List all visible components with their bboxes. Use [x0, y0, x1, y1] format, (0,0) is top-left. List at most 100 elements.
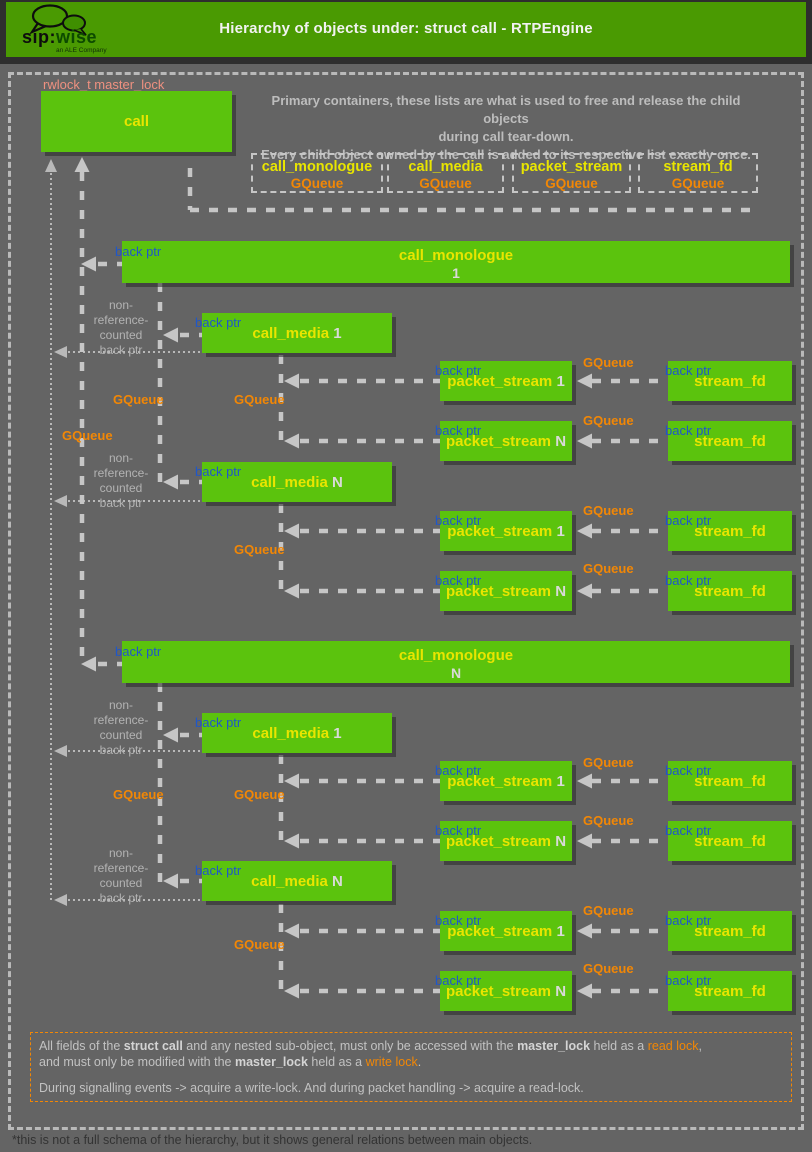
back-ptr-label: back ptr [665, 763, 712, 778]
gqueue-label: GQueue [583, 355, 634, 370]
back-ptr-label: back ptr [195, 464, 242, 479]
node-index: 1 [556, 372, 565, 390]
gqueue-label: GQueue [583, 755, 634, 770]
note-bold: master_lock [517, 1039, 591, 1053]
non-ref-counted-note: non- reference- counted back ptr [93, 298, 149, 357]
node-title: packet_stream [447, 522, 553, 540]
node-stream-fd: stream_fd [668, 911, 792, 951]
node-index: N [332, 473, 343, 491]
locking-note: All fields of the struct call and any ne… [30, 1032, 792, 1102]
node-packet-stream-n: packet_stream N [440, 971, 572, 1011]
back-ptr-label: back ptr [665, 823, 712, 838]
back-ptr-label: back ptr [195, 315, 242, 330]
node-index: N [555, 582, 567, 600]
intro-line-3: Every child object owned by the call is … [261, 147, 751, 162]
diagram-frame [8, 72, 804, 1130]
node-index: N [450, 665, 462, 681]
gqueue-label: GQueue [583, 413, 634, 428]
gqueue-label: GQueue [583, 561, 634, 576]
speech-bubbles-icon [29, 4, 87, 36]
gqueue-label: GQueue [583, 813, 634, 828]
logo-sip-text: sip: [22, 27, 57, 47]
non-ref-counted-note: non- reference- counted back ptr [93, 451, 149, 510]
node-call-monologue-1: call_monologue 1 [122, 241, 790, 283]
node-title: call_media [251, 872, 328, 890]
node-title: stream_fd [694, 372, 766, 390]
node-title: stream_fd [694, 982, 766, 1000]
gqueue-label: GQueue [234, 937, 285, 952]
note-text: and must only be modified with the [39, 1055, 235, 1069]
note-bold: struct call [123, 1039, 183, 1053]
note-text: . [417, 1055, 422, 1069]
back-ptr-label: back ptr [435, 763, 482, 778]
node-title: packet_stream [445, 832, 552, 850]
node-title: call_media [251, 473, 328, 491]
back-ptr-label: back ptr [665, 913, 712, 928]
node-title: stream_fd [694, 772, 766, 790]
node-title: stream_fd [694, 922, 766, 940]
gqueue-label: GQueue [583, 961, 634, 976]
list-box-packet-stream: packet_stream GQueue [512, 153, 631, 193]
node-call-media-n: call_media N [202, 462, 392, 502]
gqueue-label: GQueue [62, 428, 113, 443]
node-index: 1 [333, 724, 342, 742]
list-box-type: GQueue [419, 176, 472, 191]
node-stream-fd: stream_fd [668, 361, 792, 401]
note-text: , [698, 1039, 702, 1053]
list-box-stream-fd: stream_fd GQueue [638, 153, 758, 193]
note-text: and any nested sub-object, must only be … [182, 1039, 518, 1053]
sipwise-logo: sip:wise an ALE Company [8, 2, 118, 57]
node-title: packet_stream [445, 582, 552, 600]
node-title: stream_fd [694, 522, 766, 540]
header-bar: sip:wise an ALE Company Hierarchy of obj… [0, 0, 812, 64]
node-stream-fd: stream_fd [668, 511, 792, 551]
back-ptr-label: back ptr [435, 363, 482, 378]
back-ptr-label: back ptr [665, 423, 712, 438]
note-bold: master_lock [234, 1055, 308, 1069]
back-ptr-label: back ptr [115, 244, 162, 259]
node-call-label: call [123, 113, 150, 130]
list-box-call-media: call_media GQueue [387, 153, 504, 193]
logo-tagline: an ALE Company [56, 47, 107, 54]
node-packet-stream-n: packet_stream N [440, 571, 572, 611]
logo-wordmark: sip:wise [22, 28, 97, 46]
gqueue-label: GQueue [583, 903, 634, 918]
node-title: packet_stream [445, 982, 552, 1000]
node-title: call_monologue [398, 647, 514, 664]
node-stream-fd: stream_fd [668, 821, 792, 861]
back-ptr-label: back ptr [115, 644, 162, 659]
gqueue-label: GQueue [234, 542, 285, 557]
node-call-monologue-n: call_monologue N [122, 641, 790, 683]
intro-line-1: Primary containers, these lists are what… [271, 93, 741, 126]
logo-wise-text: wise [56, 27, 98, 47]
back-ptr-label: back ptr [665, 973, 712, 988]
node-title: stream_fd [694, 832, 766, 850]
node-call-media-1: call_media 1 [202, 313, 392, 353]
back-ptr-label: back ptr [195, 863, 242, 878]
note-text: All fields of the [39, 1039, 124, 1053]
node-packet-stream-1: packet_stream 1 [440, 511, 572, 551]
node-title: stream_fd [694, 432, 766, 450]
gqueue-label: GQueue [113, 392, 164, 407]
footnote: *this is not a full schema of the hierar… [12, 1133, 533, 1147]
master-lock-label: rwlock_t master_lock [43, 77, 165, 92]
back-ptr-label: back ptr [195, 715, 242, 730]
node-index: N [555, 982, 567, 1000]
node-index: N [555, 832, 567, 850]
non-ref-counted-note: non- reference- counted back ptr [93, 846, 149, 905]
list-box-name: stream_fd [663, 159, 733, 175]
node-packet-stream-n: packet_stream N [440, 421, 572, 461]
non-ref-counted-note: non- reference- counted back ptr [93, 698, 149, 757]
page-title: Hierarchy of objects under: struct call … [219, 20, 593, 37]
back-ptr-label: back ptr [435, 573, 482, 588]
locking-note-line-1: All fields of the struct call and any ne… [39, 1038, 783, 1054]
write-lock-text: write lock [365, 1055, 418, 1069]
node-index: 1 [556, 922, 565, 940]
node-stream-fd: stream_fd [668, 971, 792, 1011]
locking-note-line-2: and must only be modified with the maste… [39, 1054, 783, 1070]
gqueue-label: GQueue [234, 392, 285, 407]
node-title: stream_fd [694, 582, 766, 600]
gqueue-label: GQueue [113, 787, 164, 802]
node-title: packet_stream [447, 772, 553, 790]
